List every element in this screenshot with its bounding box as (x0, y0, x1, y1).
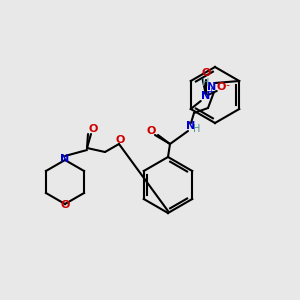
Text: N: N (201, 91, 210, 101)
Text: N: N (186, 121, 196, 131)
Text: -: - (226, 80, 230, 90)
Text: O: O (88, 124, 98, 134)
Text: H: H (202, 78, 210, 88)
Text: O: O (201, 68, 210, 78)
Text: N: N (207, 82, 217, 92)
Text: +: + (207, 88, 214, 97)
Text: O: O (60, 200, 70, 210)
Text: O: O (146, 126, 156, 136)
Text: O: O (115, 135, 125, 145)
Text: O: O (216, 82, 225, 92)
Text: N: N (60, 154, 70, 164)
Text: H: H (193, 124, 201, 134)
